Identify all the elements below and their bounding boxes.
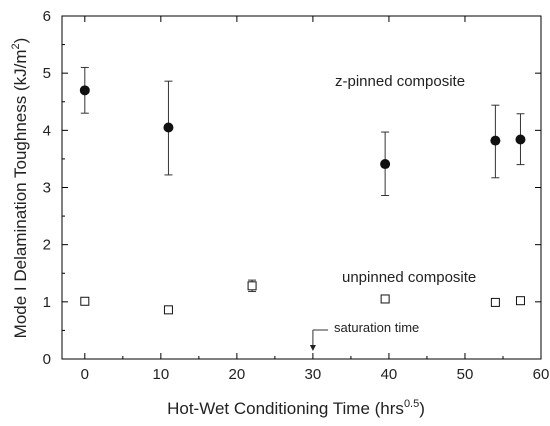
x-axis-ticks: 0 10 20 30 40 50 60 — [81, 16, 550, 383]
y-axis-ticks: 0 1 2 3 4 5 6 — [43, 8, 541, 368]
plot-frame — [61, 15, 542, 360]
data-point — [490, 297, 500, 307]
x-tick-label: 60 — [533, 366, 550, 383]
data-point — [490, 135, 501, 146]
y-axis-title-main: Mode I Delamination Toughness (kJ/m — [11, 49, 30, 338]
series-unpinned-composite — [80, 279, 525, 315]
data-point — [79, 85, 90, 96]
x-tick-label: 50 — [457, 366, 474, 383]
x-axis-title-sup: 0.5 — [404, 398, 419, 410]
data-point — [515, 296, 525, 306]
x-axis-title-end: ) — [419, 399, 425, 418]
x-tick-label: 40 — [381, 366, 398, 383]
data-point — [163, 122, 174, 133]
y-tick-label: 5 — [43, 65, 51, 82]
annotation-unpinned: unpinned composite — [342, 269, 476, 286]
x-tick-label: 0 — [81, 366, 89, 383]
y-axis-title: Mode I Delamination Toughness (kJ/m2) — [10, 38, 30, 339]
y-axis-title-sup: 2 — [10, 43, 22, 49]
x-tick-label: 10 — [152, 366, 169, 383]
data-point — [515, 134, 526, 145]
x-axis-title: Hot-Wet Conditioning Time (hrs0.5) — [167, 398, 425, 418]
y-axis-title-end: ) — [11, 38, 30, 44]
x-tick-label: 20 — [229, 366, 246, 383]
data-point — [163, 305, 173, 315]
saturation-arrow-head — [309, 345, 316, 351]
saturation-annotation: saturation time — [309, 320, 419, 351]
y-tick-label: 0 — [43, 351, 51, 368]
x-axis-title-main: Hot-Wet Conditioning Time (hrs — [167, 399, 404, 418]
y-tick-label: 1 — [43, 294, 51, 311]
data-point — [80, 296, 90, 306]
data-point — [380, 159, 391, 170]
annotation-saturation-time: saturation time — [334, 320, 419, 335]
y-tick-label: 3 — [43, 180, 51, 197]
data-point — [247, 281, 257, 291]
series-z-pinned-composite — [79, 66, 526, 197]
y-tick-label: 6 — [43, 8, 51, 25]
data-marks — [79, 66, 526, 315]
x-tick-label: 30 — [305, 366, 322, 383]
y-tick-label: 2 — [43, 237, 51, 254]
data-point — [380, 294, 390, 304]
y-tick-label: 4 — [43, 122, 51, 139]
axes — [61, 15, 542, 360]
annotation-z-pinned: z-pinned composite — [335, 73, 465, 90]
